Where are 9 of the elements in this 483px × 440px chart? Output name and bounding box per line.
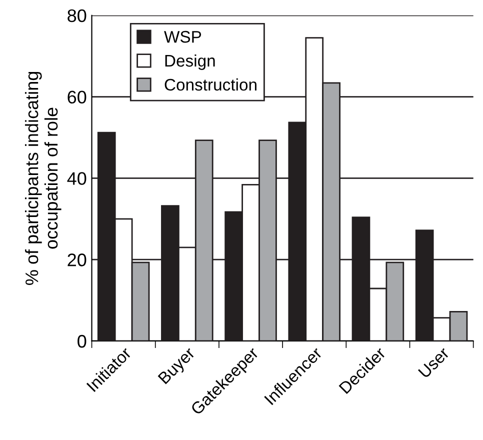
y-tick-label: 40 bbox=[67, 172, 86, 185]
y-axis-title: % of participants indicating occupation of role bbox=[24, 72, 62, 285]
legend-label: WSP bbox=[164, 30, 202, 43]
y-tick-label: 80 bbox=[68, 9, 86, 22]
legend-label: Design bbox=[165, 54, 215, 70]
y-tick-label: 0 bbox=[78, 334, 86, 348]
y-tick-label: 20 bbox=[68, 254, 86, 266]
y-tick-label: 60 bbox=[68, 90, 86, 104]
legend-label: Construction bbox=[164, 78, 256, 91]
